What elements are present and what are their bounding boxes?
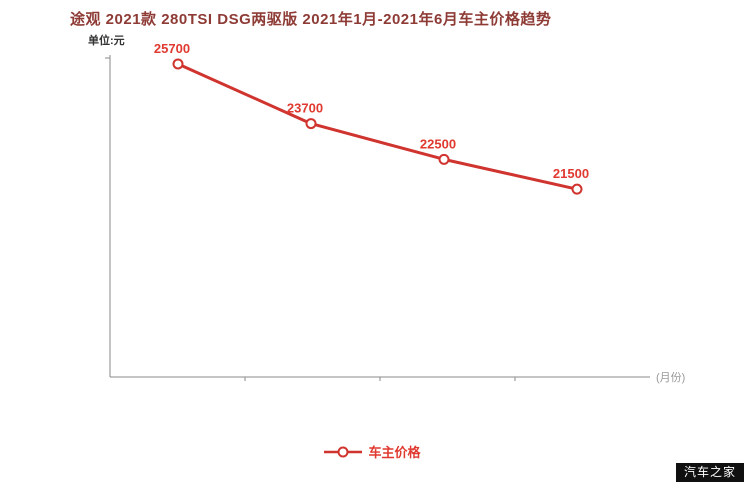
svg-text:(月份): (月份) xyxy=(656,371,685,384)
y-axis-unit-label: 单位:元 xyxy=(88,35,125,47)
legend: 车主价格 xyxy=(0,442,744,461)
svg-text:22500: 22500 xyxy=(420,136,456,151)
legend-label: 车主价格 xyxy=(368,445,421,460)
watermark-logo: 汽车之家 xyxy=(675,463,744,482)
svg-text:25700: 25700 xyxy=(154,41,190,56)
legend-line-marker-icon xyxy=(324,446,363,457)
svg-text:23700: 23700 xyxy=(287,101,323,116)
svg-text:21500: 21500 xyxy=(553,166,589,181)
chart-title: 途观 2021款 280TSI DSG两驱版 2021年1月-2021年6月车主… xyxy=(70,11,552,28)
